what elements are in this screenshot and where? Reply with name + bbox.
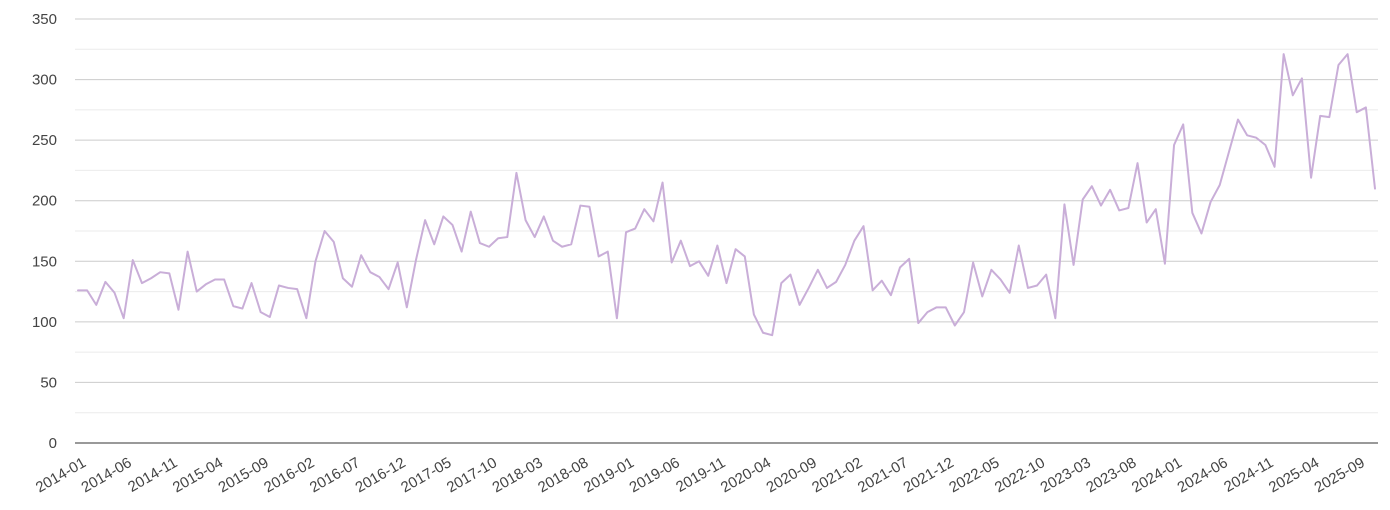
tick-labels: 0 50 100 150 200 250 300 350 2014-012014-062014-… [32,11,1368,496]
y-tick-label: 50 [40,374,57,391]
x-tick-label: 2022-05 [946,454,1002,496]
x-tick-label: 2014-11 [125,454,180,496]
x-tick-label: 2020-04 [718,454,774,496]
x-tick-label: 2019-11 [673,454,728,496]
y-tick-label: 350 [32,11,57,28]
x-tick-label: 2025-04 [1266,454,1322,496]
y-tick-label: 150 [32,253,57,270]
x-tick-label: 2015-04 [170,454,226,496]
y-tick-label: 100 [32,314,57,331]
x-tick-label: 2019-06 [627,454,683,496]
x-tick-label: 2020-09 [764,454,820,496]
series-line [77,53,1376,337]
y-tick-label: 250 [32,132,57,149]
x-tick-label: 2021-02 [809,454,865,496]
x-tick-label: 2015-09 [215,454,271,496]
x-tick-label: 2024-06 [1175,454,1231,496]
x-tick-label: 2016-02 [261,454,317,496]
x-tick-label: 2018-08 [535,454,591,496]
x-tick-label: 2016-12 [352,454,408,496]
x-tick-label: 2018-03 [490,454,546,496]
x-tick-label: 2021-07 [855,454,911,496]
x-tick-label: 2025-09 [1312,454,1368,496]
x-tick-label: 2023-08 [1083,454,1139,496]
x-tick-label: 2017-10 [444,454,500,496]
x-tick-label: 2024-11 [1221,454,1276,496]
x-tick-label: 2023-03 [1038,454,1094,496]
y-tick-label: 0 [49,435,57,452]
x-tick-label: 2019-01 [581,454,637,496]
series-layer [77,53,1376,337]
x-tick-label: 2022-10 [992,454,1048,496]
x-tick-label: 2024-01 [1129,454,1185,496]
x-tick-label: 2016-07 [307,454,363,496]
x-tick-label: 2021-12 [901,454,957,496]
grid [75,18,1378,414]
x-tick-label: 2017-05 [398,454,454,496]
x-tick-label: 2014-06 [78,454,134,496]
y-tick-label: 300 [32,72,57,89]
y-tick-label: 200 [32,193,57,210]
x-tick-label: 2014-01 [33,454,89,496]
